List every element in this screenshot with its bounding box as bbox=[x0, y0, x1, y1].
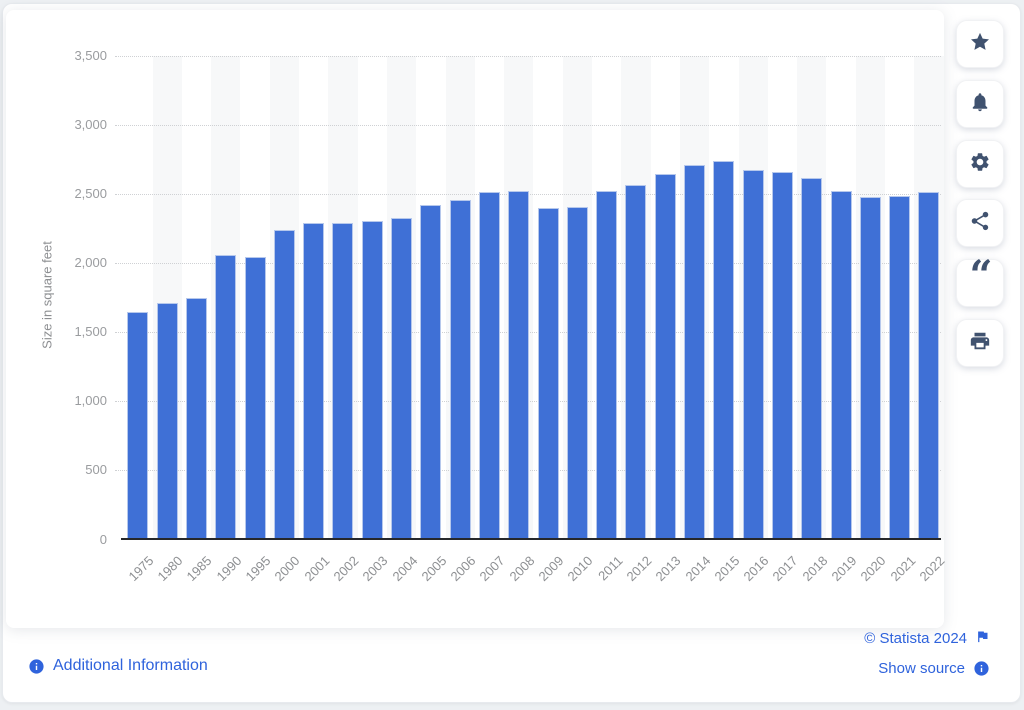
bar-2002[interactable] bbox=[332, 223, 354, 540]
statista-copyright-link[interactable]: © Statista 2024 bbox=[864, 629, 990, 648]
bell-icon bbox=[969, 91, 991, 118]
y-tick-label: 3,000 bbox=[74, 117, 107, 133]
bar-2016[interactable] bbox=[742, 170, 764, 540]
share-button[interactable] bbox=[956, 199, 1004, 247]
bar-2005[interactable] bbox=[420, 205, 442, 540]
bar-2001[interactable] bbox=[303, 223, 325, 540]
gear-icon bbox=[969, 151, 991, 178]
show-source-link[interactable]: Show source bbox=[878, 660, 990, 677]
bar-1975[interactable] bbox=[127, 311, 149, 540]
y-tick-label: 500 bbox=[85, 462, 107, 478]
grid-line bbox=[115, 56, 941, 58]
share-icon bbox=[969, 210, 991, 237]
info-icon bbox=[28, 658, 45, 675]
bar-2008[interactable] bbox=[508, 190, 530, 540]
bar-2014[interactable] bbox=[684, 164, 705, 540]
bar-2017[interactable] bbox=[771, 172, 793, 540]
y-tick-label: 3,500 bbox=[74, 48, 107, 64]
bar-2012[interactable] bbox=[625, 185, 647, 540]
additional-information-link[interactable]: Additional Information bbox=[28, 657, 208, 675]
bar-2010[interactable] bbox=[566, 207, 588, 540]
y-tick-label: 2,500 bbox=[74, 186, 107, 202]
settings-button[interactable] bbox=[956, 140, 1004, 188]
star-icon bbox=[969, 31, 991, 58]
grid-line bbox=[115, 125, 941, 127]
bar-1995[interactable] bbox=[244, 257, 266, 540]
y-tick-label: 1,500 bbox=[74, 324, 107, 340]
print-button[interactable] bbox=[956, 319, 1004, 367]
x-axis-line bbox=[121, 538, 941, 540]
info-icon bbox=[973, 660, 990, 677]
flag-icon bbox=[975, 629, 990, 648]
bar-2018[interactable] bbox=[801, 178, 823, 540]
cite-button[interactable]: “ bbox=[956, 252, 1004, 307]
bar-2003[interactable] bbox=[361, 220, 383, 540]
bar-2019[interactable] bbox=[830, 190, 852, 540]
bar-2013[interactable] bbox=[654, 173, 676, 540]
bar-2020[interactable] bbox=[859, 197, 881, 540]
bar-2022[interactable] bbox=[918, 192, 940, 540]
quote-icon: “ bbox=[969, 252, 992, 299]
bar-1990[interactable] bbox=[215, 255, 237, 540]
y-tick-label: 2,000 bbox=[74, 255, 107, 271]
bar-2006[interactable] bbox=[449, 199, 471, 540]
bar-2007[interactable] bbox=[478, 192, 500, 540]
bar-1980[interactable] bbox=[156, 302, 178, 540]
bar-2004[interactable] bbox=[391, 218, 412, 540]
bar-2011[interactable] bbox=[596, 190, 618, 540]
bar-2015[interactable] bbox=[713, 161, 735, 540]
bar-2021[interactable] bbox=[889, 196, 911, 540]
y-tick-label: 0 bbox=[99, 531, 107, 547]
printer-icon bbox=[969, 330, 991, 357]
bar-1985[interactable] bbox=[185, 297, 207, 540]
bar-2000[interactable] bbox=[273, 230, 295, 540]
notifications-button[interactable] bbox=[956, 80, 1004, 128]
y-tick-label: 1,000 bbox=[74, 393, 107, 409]
favorite-button[interactable] bbox=[956, 20, 1004, 68]
bar-2009[interactable] bbox=[537, 208, 559, 540]
